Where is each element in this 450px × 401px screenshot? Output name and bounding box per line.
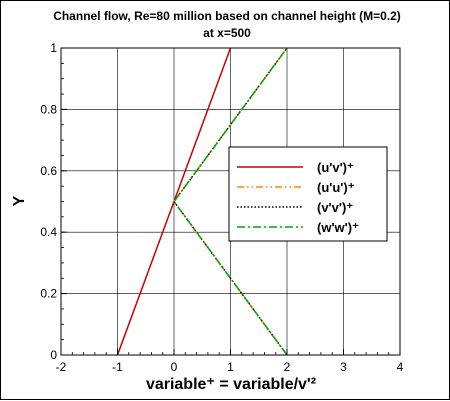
x-tick-label: 0: [171, 360, 178, 374]
y-axis-label: Y: [11, 195, 28, 206]
series-line-2: [173, 47, 288, 356]
x-tick-label: 1: [227, 360, 234, 374]
y-tick-label: 1: [50, 41, 57, 55]
legend-box: [228, 146, 388, 242]
y-tick-label: 0: [50, 348, 57, 362]
y-tick-label: 0.6: [40, 164, 57, 178]
y-tick-label: 0.4: [40, 225, 57, 239]
legend-label-3: (w'w')⁺: [317, 220, 359, 235]
legend-label-1: (u'u')⁺: [317, 180, 355, 195]
legend-items: (u'v')⁺ (u'u')⁺ (v'v')⁺ (w'w')⁺: [237, 160, 359, 235]
legend: (u'v')⁺ (u'u')⁺ (v'v')⁺ (w'w')⁺: [228, 146, 388, 242]
y-tick-label: 0.2: [40, 287, 57, 301]
x-tick-label: 4: [397, 360, 404, 374]
ticks: -2 -1 0 1 2 3 4 0 0.2 0.4 0.6 0.8 1: [40, 41, 403, 374]
x-tick-label: -2: [56, 360, 67, 374]
chart-title: Channel flow, Re=80 million based on cha…: [53, 9, 401, 23]
y-tick-label: 0.8: [40, 102, 57, 116]
x-tick-label: 2: [284, 360, 291, 374]
legend-label-0: (u'v')⁺: [317, 160, 354, 175]
series-layer: [116, 47, 288, 356]
legend-label-2: (v'v')⁺: [317, 200, 353, 215]
chart-subtitle: at x=500: [203, 26, 251, 40]
x-tick-label: -1: [112, 360, 123, 374]
x-tick-label: 3: [340, 360, 347, 374]
x-axis-label: variable⁺ = variable/v'²: [146, 376, 316, 393]
